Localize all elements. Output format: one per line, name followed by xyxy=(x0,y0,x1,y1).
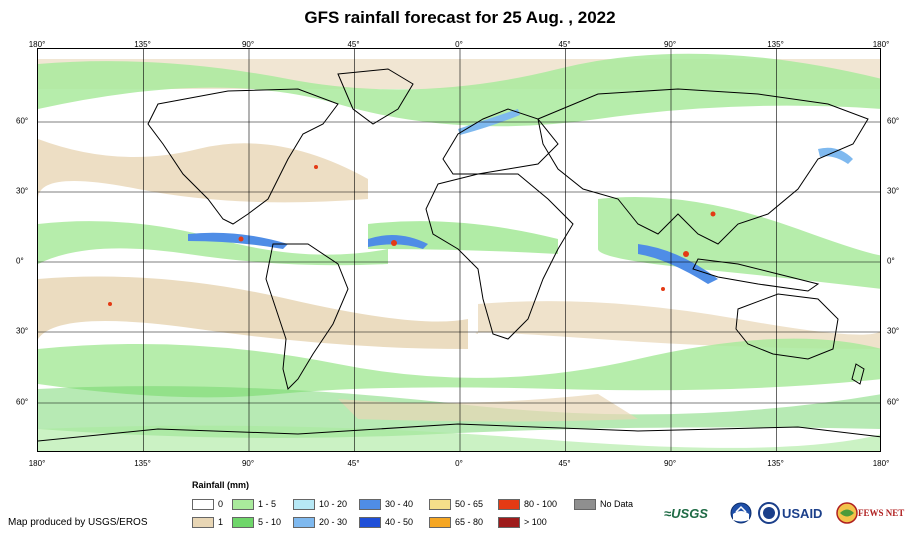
legend-item: 30 - 40 xyxy=(359,498,413,510)
legend-label: 40 - 50 xyxy=(385,517,414,527)
legend-swatch xyxy=(429,498,451,510)
usgs-logo-text: ≈USGS xyxy=(664,505,708,521)
legend-label: 30 - 40 xyxy=(385,499,414,509)
fews-logo-text: FEWS NET xyxy=(858,508,905,518)
lat-tick-right: 30° xyxy=(887,326,900,336)
map-title: GFS rainfall forecast for 25 Aug. , 2022 xyxy=(304,8,616,27)
lat-tick-left: 60° xyxy=(16,116,29,126)
lon-tick-top: 180° xyxy=(872,40,890,49)
lon-tick-top: 135° xyxy=(767,40,784,49)
legend-item: 5 - 10 xyxy=(232,516,281,528)
legend-swatch xyxy=(192,498,214,510)
legend-swatch xyxy=(429,516,451,528)
legend-label: 20 - 30 xyxy=(319,517,348,527)
legend-item: 10 - 20 xyxy=(293,498,347,510)
legend-item: 65 - 80 xyxy=(429,516,483,528)
lon-tick-top: 135° xyxy=(134,40,151,49)
usaid-seal-logo xyxy=(758,498,780,528)
rainfall-map[interactable] xyxy=(37,48,881,452)
legend-label: 1 - 5 xyxy=(258,499,277,509)
fews-globe-icon xyxy=(836,502,858,524)
partner-logos: ≈USGS USAID FEWS NET xyxy=(664,498,916,528)
legend-item: > 100 xyxy=(498,516,547,528)
rainfall-fields xyxy=(38,53,880,451)
noaa-icon xyxy=(730,502,752,524)
usaid-seal-icon xyxy=(758,502,780,524)
country-boundaries xyxy=(38,49,880,451)
legend-label: 10 - 20 xyxy=(319,499,348,509)
legend-swatch xyxy=(232,516,254,528)
map-credit: Map produced by USGS/EROS xyxy=(8,517,148,528)
legend-label: > 100 xyxy=(524,517,547,527)
legend-swatch xyxy=(359,516,381,528)
legend-swatch xyxy=(498,498,520,510)
lon-tick-bottom: 135° xyxy=(767,459,784,468)
legend-title: Rainfall (mm) xyxy=(192,480,250,490)
legend-label: 1 xyxy=(218,517,224,527)
lon-tick-bottom: 180° xyxy=(872,459,890,468)
legend-label: 65 - 80 xyxy=(455,517,484,527)
lon-tick-top: 90° xyxy=(663,40,677,49)
lon-tick-bottom: 180° xyxy=(28,459,46,468)
lat-tick-left: 0° xyxy=(16,256,24,266)
lon-tick-top: 45° xyxy=(347,40,360,49)
legend-swatch xyxy=(574,498,596,510)
lon-tick-bottom: 90° xyxy=(241,459,255,468)
rainfall-map-svg xyxy=(38,49,880,451)
usaid-logo: USAID xyxy=(782,498,822,528)
lon-tick-top: 90° xyxy=(241,40,255,49)
legend-swatch xyxy=(293,498,315,510)
usgs-logo: ≈USGS xyxy=(664,498,708,528)
noaa-logo xyxy=(730,498,752,528)
lat-tick-right: 30° xyxy=(887,186,900,196)
fews-logo: FEWS NET xyxy=(836,498,904,528)
lat-tick-left: 60° xyxy=(16,397,29,407)
legend-label: 5 - 10 xyxy=(258,517,282,527)
usaid-logo-text: USAID xyxy=(782,505,823,521)
lon-tick-top: 0° xyxy=(455,40,463,49)
lon-tick-bottom: 90° xyxy=(663,459,677,468)
legend-item: 50 - 65 xyxy=(429,498,483,510)
legend-item: 1 - 5 xyxy=(232,498,276,510)
legend-item: 0 xyxy=(192,498,223,510)
legend-swatch xyxy=(192,516,214,528)
lon-tick-bottom: 45° xyxy=(558,459,571,468)
legend-label: 80 - 100 xyxy=(524,499,558,509)
lon-tick-bottom: 0° xyxy=(455,459,463,468)
legend-swatch xyxy=(498,516,520,528)
lon-tick-bottom: 135° xyxy=(134,459,151,468)
legend-item: No Data xyxy=(574,498,633,510)
legend-label: 50 - 65 xyxy=(455,499,484,509)
legend-label: 0 xyxy=(218,499,224,509)
lat-tick-right: 60° xyxy=(887,397,900,407)
legend-swatch xyxy=(359,498,381,510)
lon-tick-bottom: 45° xyxy=(347,459,360,468)
lat-tick-left: 30° xyxy=(16,186,29,196)
legend-item: 1 xyxy=(192,516,223,528)
legend-item: 80 - 100 xyxy=(498,498,557,510)
legend-swatch xyxy=(232,498,254,510)
legend-item: 20 - 30 xyxy=(293,516,347,528)
lon-tick-top: 180° xyxy=(28,40,46,49)
legend-swatch xyxy=(293,516,315,528)
lat-tick-left: 30° xyxy=(16,326,29,336)
lon-tick-top: 45° xyxy=(558,40,571,49)
lat-tick-right: 0° xyxy=(887,256,895,266)
legend-item: 40 - 50 xyxy=(359,516,413,528)
legend-label: No Data xyxy=(600,499,634,509)
lat-tick-right: 60° xyxy=(887,116,900,126)
